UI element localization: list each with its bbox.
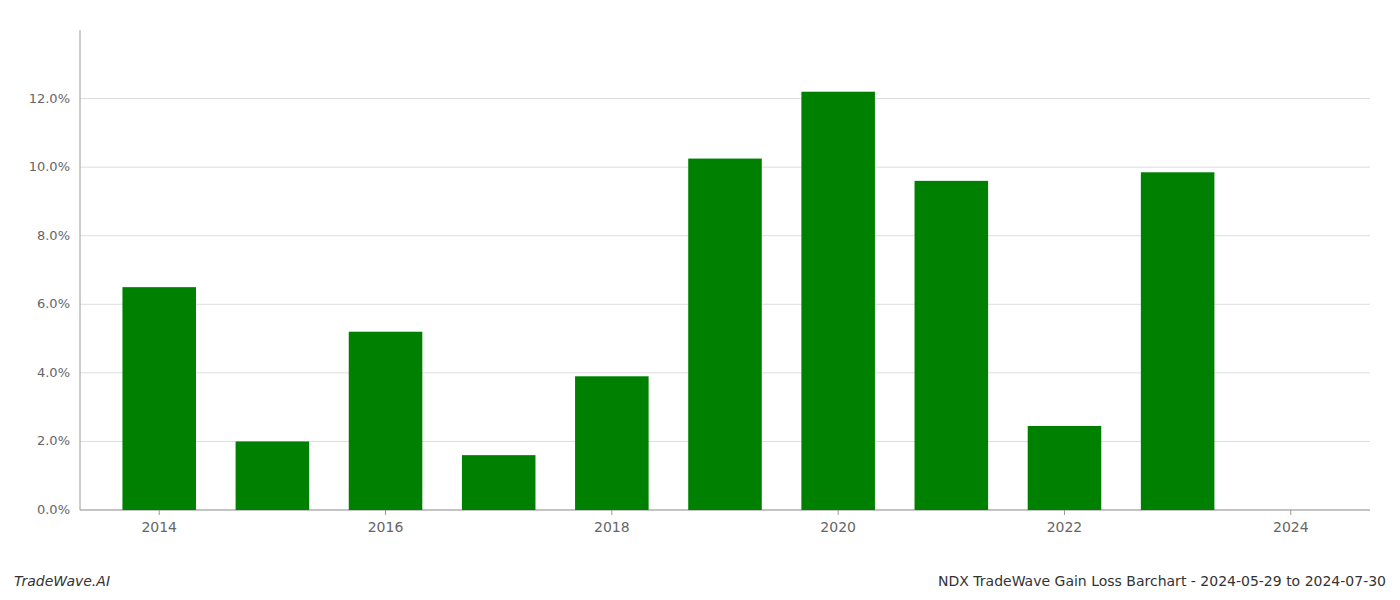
bars bbox=[122, 92, 1214, 510]
bar bbox=[575, 376, 649, 510]
y-tick-label: 8.0% bbox=[37, 228, 70, 243]
y-tick-label: 6.0% bbox=[37, 296, 70, 311]
bar bbox=[1028, 426, 1102, 510]
bar bbox=[1141, 172, 1215, 510]
bar bbox=[349, 332, 423, 510]
x-tick-label: 2016 bbox=[368, 519, 404, 535]
chart: 0.0% 2.0% 4.0% 6.0% 8.0% 10.0% 12.0% 2014 2016 20… bbox=[0, 0, 1400, 600]
x-tick-label: 2020 bbox=[820, 519, 856, 535]
y-tick-label: 12.0% bbox=[29, 91, 70, 106]
axes: 0.0% 2.0% 4.0% 6.0% 8.0% 10.0% 12.0% 2014 2016 20… bbox=[29, 30, 1370, 535]
bar bbox=[462, 455, 536, 510]
y-tick-label: 2.0% bbox=[37, 433, 70, 448]
footer-text: NDX TradeWave Gain Loss Barchart - 2024-… bbox=[938, 573, 1386, 589]
x-tick-label: 2018 bbox=[594, 519, 630, 535]
footer-text: TradeWave.AI bbox=[14, 573, 110, 589]
y-tick-label: 0.0% bbox=[37, 502, 70, 517]
x-tick bbox=[385, 510, 386, 515]
x-tick-label: 2014 bbox=[141, 519, 177, 535]
y-tick-label: 4.0% bbox=[37, 365, 70, 380]
x-tick-label: 2022 bbox=[1047, 519, 1083, 535]
y-axis-line bbox=[80, 30, 81, 510]
x-tick bbox=[1290, 510, 1291, 515]
bar bbox=[915, 181, 989, 510]
x-tick bbox=[1064, 510, 1065, 515]
x-tick-label: 2024 bbox=[1273, 519, 1309, 535]
bar bbox=[236, 441, 310, 510]
background bbox=[0, 0, 1400, 600]
x-tick bbox=[838, 510, 839, 515]
grid-line bbox=[80, 98, 1370, 99]
bar bbox=[688, 159, 762, 510]
bar bbox=[801, 92, 875, 510]
grid bbox=[80, 99, 1370, 510]
x-tick bbox=[159, 510, 160, 515]
y-tick-label: 10.0% bbox=[29, 159, 70, 174]
x-tick bbox=[611, 510, 612, 515]
bar bbox=[122, 287, 196, 510]
